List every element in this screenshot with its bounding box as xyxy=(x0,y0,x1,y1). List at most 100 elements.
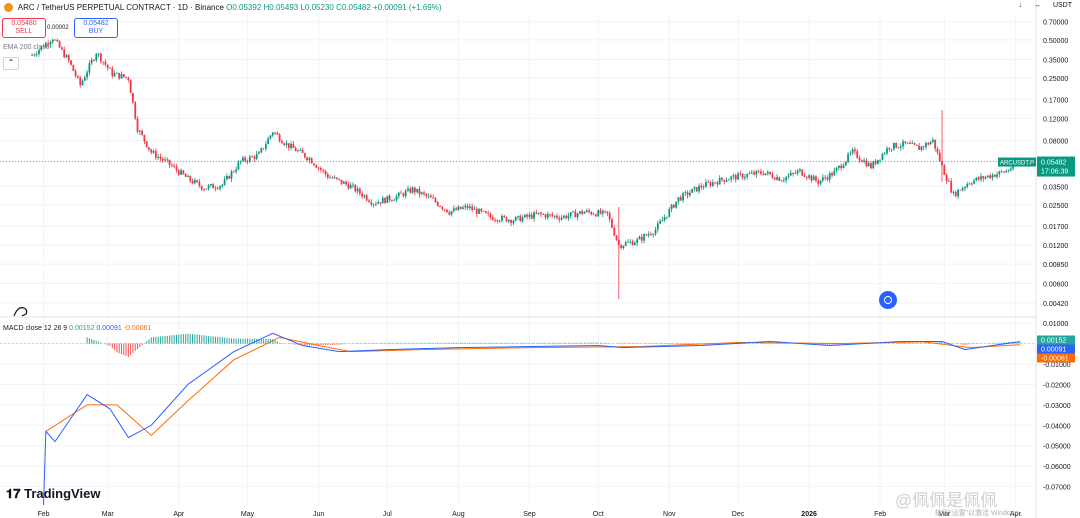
ema-indicator-label[interactable]: EMA 200 close xyxy=(3,44,50,51)
candle-body xyxy=(448,212,451,215)
buy-button[interactable]: 0.05482 BUY xyxy=(74,18,118,38)
candle-body xyxy=(640,236,643,241)
candle-body xyxy=(945,174,948,182)
candle-body xyxy=(317,167,320,169)
candle-body xyxy=(303,153,306,158)
candle-body xyxy=(1009,168,1012,171)
symbol-title[interactable]: ARC / TetherUS PERPETUAL CONTRACT · 1D ·… xyxy=(17,3,224,12)
candle-body xyxy=(753,172,755,175)
candle-body xyxy=(347,184,350,189)
candle-body xyxy=(764,173,767,175)
candle-body xyxy=(132,93,134,103)
candle-body xyxy=(482,211,485,212)
candle-body xyxy=(395,196,398,200)
candle-body xyxy=(592,214,595,216)
candle-body xyxy=(954,191,957,197)
scale-arrows-icon[interactable]: ↔ xyxy=(1033,2,1041,9)
download-icon[interactable]: ↓ xyxy=(1018,2,1023,9)
sell-button[interactable]: 0.05480 SELL xyxy=(2,18,46,38)
candle-body xyxy=(725,180,728,182)
candle-body xyxy=(246,160,249,162)
candle-body xyxy=(831,173,833,176)
candle-body xyxy=(748,173,751,175)
candle-body xyxy=(49,42,52,45)
candle-body xyxy=(287,143,290,148)
candle-body xyxy=(203,189,205,191)
candle-body xyxy=(668,209,671,217)
candle-body xyxy=(83,77,86,81)
candle-body xyxy=(271,132,274,136)
candle-body xyxy=(718,177,721,185)
macd-value-badge-text: 0.00152 xyxy=(1041,337,1066,344)
candle-body xyxy=(452,208,455,212)
macd-label[interactable]: MACD close 12 26 9 xyxy=(3,325,68,332)
candle-body xyxy=(656,223,659,230)
symbol-badge-text: ARCUSDT.P xyxy=(1000,161,1034,167)
candle-body xyxy=(455,208,458,211)
candle-body xyxy=(491,217,494,221)
macd-value-badge xyxy=(1037,353,1075,363)
candle-body xyxy=(391,200,393,202)
tradingview-logo[interactable]: 𝟏𝟕 TradingView xyxy=(6,486,100,502)
candle-body xyxy=(336,177,338,179)
candle-body xyxy=(260,148,263,153)
candle-body xyxy=(817,180,820,184)
candle-body xyxy=(205,188,208,190)
high-value: H0.05493 xyxy=(263,3,299,12)
candle-body xyxy=(528,214,531,217)
candle-body xyxy=(789,172,792,176)
candle-body xyxy=(911,143,914,144)
candle-body xyxy=(173,165,176,167)
candle-body xyxy=(349,184,352,189)
candle-body xyxy=(982,176,985,179)
candle-body xyxy=(193,180,196,184)
candle-body xyxy=(792,172,794,174)
macd-tick-label: -0.06000 xyxy=(1043,464,1071,471)
candle-body xyxy=(324,170,327,175)
macd-value-badge-text: 0.00091 xyxy=(1041,346,1066,353)
candle-body xyxy=(739,173,742,175)
candle-body xyxy=(475,208,478,214)
price-tick-label: 0.03500 xyxy=(1043,184,1068,191)
candle-body xyxy=(633,242,636,246)
candle-body xyxy=(705,182,707,188)
candle-body xyxy=(874,161,877,164)
candle-body xyxy=(977,177,980,180)
candle-body xyxy=(97,53,100,55)
candle-body xyxy=(322,169,325,171)
macd-tick-label: 0.01000 xyxy=(1043,321,1068,328)
candle-body xyxy=(920,146,923,150)
candle-body xyxy=(400,192,403,194)
currency-selector[interactable]: USDT xyxy=(1052,2,1072,9)
candle-body xyxy=(700,185,703,188)
time-tick-label: Mar xyxy=(938,511,951,518)
candle-body xyxy=(732,175,735,177)
collapse-legend-button[interactable]: ⌃ xyxy=(3,57,19,70)
candle-body xyxy=(787,175,790,177)
candle-body xyxy=(152,151,155,153)
candle-body xyxy=(936,148,939,153)
candle-body xyxy=(741,173,744,179)
candle-body xyxy=(345,181,347,185)
candle-body xyxy=(652,234,655,235)
candle-body xyxy=(115,72,118,74)
candle-body xyxy=(413,187,416,193)
candle-body xyxy=(329,177,331,179)
candle-body xyxy=(998,171,1001,175)
spread-value: 0.00002 xyxy=(47,25,69,31)
candle-body xyxy=(377,202,380,204)
scroll-to-realtime-button[interactable] xyxy=(879,291,897,309)
candle-body xyxy=(856,151,859,158)
candle-body xyxy=(56,39,59,42)
candle-body xyxy=(253,156,256,159)
candle-body xyxy=(423,192,425,194)
candle-body xyxy=(840,165,843,169)
candle-body xyxy=(148,147,150,150)
candle-body xyxy=(854,149,856,152)
candle-body xyxy=(228,175,231,179)
candle-body xyxy=(214,188,217,189)
candle-body xyxy=(714,182,717,184)
candle-body xyxy=(897,147,900,149)
candle-body xyxy=(686,192,689,196)
